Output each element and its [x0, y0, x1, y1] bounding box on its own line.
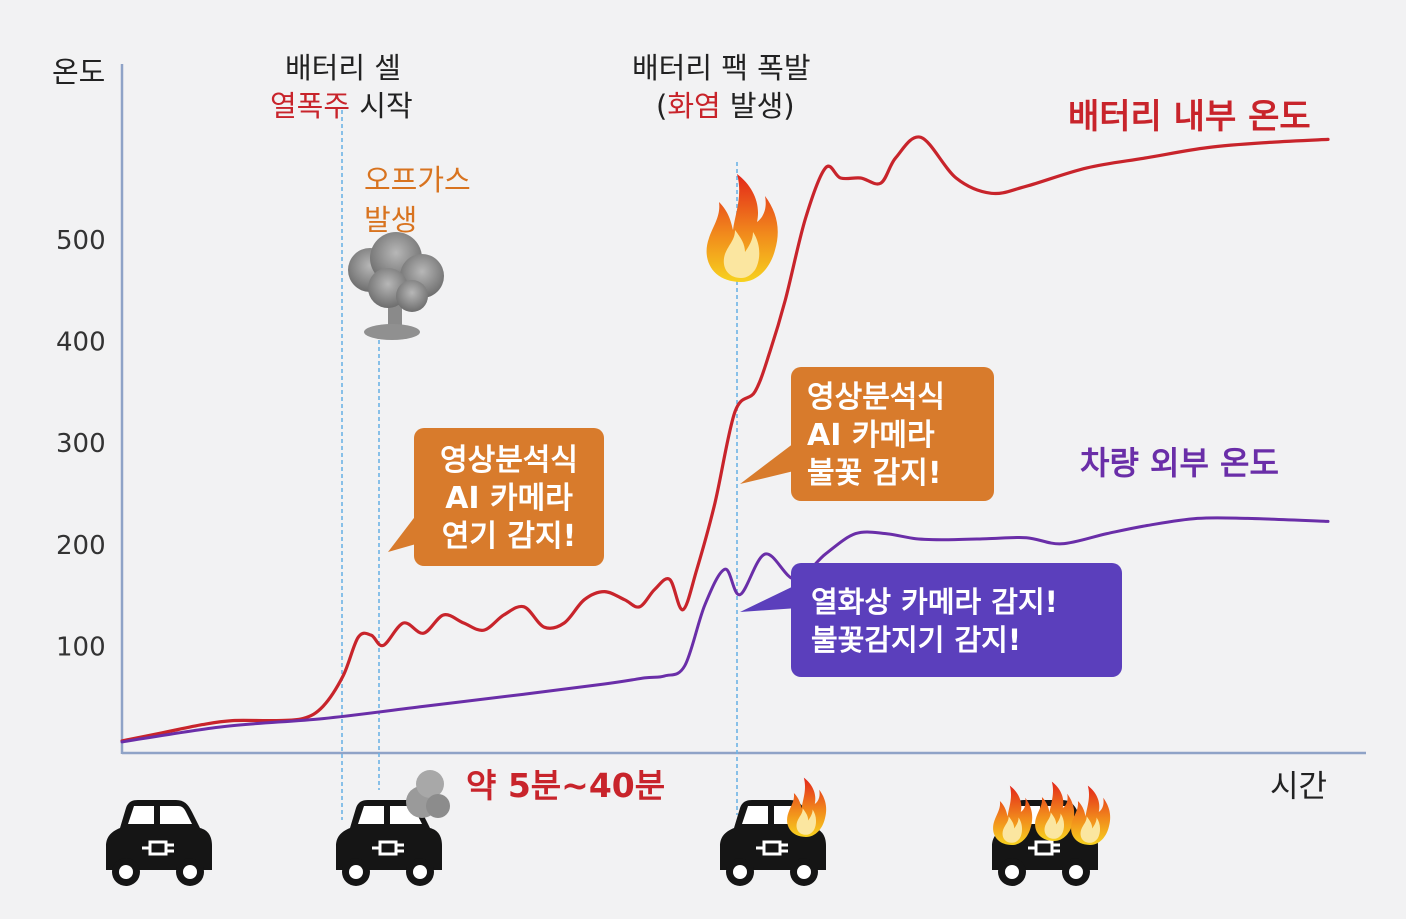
- callout-flame-line2: AI 카메라: [807, 418, 935, 453]
- callout-smoke-line2: AI 카메라: [445, 481, 573, 516]
- fire-icon: [706, 174, 778, 282]
- explosion-label-line1: 배터리 팩 폭발: [632, 51, 811, 85]
- runaway-label-line2: 열폭주 시작: [270, 89, 413, 123]
- callout-thermal-detect: 열화상 카메라 감지! 불꽃감지기 감지!: [791, 563, 1122, 677]
- explosion-label-line2: (화염 발생): [656, 89, 795, 123]
- explosion-word: 화염: [667, 89, 720, 123]
- callout-flame-line1: 영상분석식: [807, 380, 945, 415]
- explosion-open: (: [656, 89, 667, 123]
- series-line-outer-temp: [120, 516, 1330, 744]
- y-axis-label: 온도: [52, 55, 105, 89]
- runaway-rest: 시작: [350, 89, 413, 123]
- y-tick-300: 300: [56, 429, 106, 459]
- callout-thermal-line1: 열화상 카메라 감지!: [811, 585, 1058, 619]
- legend-outer-temp: 차량 외부 온도: [1080, 444, 1279, 482]
- y-tick-100: 100: [56, 632, 106, 662]
- car-smoke-icon: [334, 770, 450, 888]
- legend-inner-temp: 배터리 내부 온도: [1068, 97, 1311, 137]
- callout-smoke-detect: 영상분석식 AI 카메라 연기 감지!: [414, 428, 604, 566]
- explosion-rest: 발생): [721, 89, 795, 123]
- duration-label: 약 5분~40분: [466, 766, 665, 805]
- callout-smoke-line3: 연기 감지!: [441, 519, 577, 554]
- smoke-cloud-icon: [348, 232, 444, 340]
- callout-flame-line3: 불꽃 감지!: [807, 456, 942, 491]
- callout-pointer-thermal: [740, 584, 798, 612]
- y-tick-400: 400: [56, 328, 106, 358]
- y-tick-500: 500: [56, 226, 106, 256]
- runaway-label-line1: 배터리 셀: [285, 51, 401, 85]
- car-fire-icon: [718, 777, 828, 888]
- offgas-label-line2: 발생: [364, 203, 417, 237]
- x-axis-label: 시간: [1270, 769, 1327, 805]
- offgas-label-line1: 오프가스: [364, 163, 471, 197]
- runaway-word: 열폭주: [270, 89, 350, 123]
- callout-smoke-line1: 영상분석식: [440, 443, 578, 478]
- callout-flame-detect: 영상분석식 AI 카메라 불꽃 감지!: [791, 367, 994, 501]
- callout-pointer-flame: [740, 440, 798, 484]
- car-normal-icon: [104, 798, 214, 888]
- y-tick-200: 200: [56, 531, 106, 561]
- callout-thermal-line2: 불꽃감지기 감지!: [811, 623, 1022, 657]
- y-tick-labels: 100 200 300 400 500: [56, 226, 106, 662]
- series-line-inner-temp: [120, 135, 1330, 743]
- car-full-fire-icon: [990, 781, 1111, 888]
